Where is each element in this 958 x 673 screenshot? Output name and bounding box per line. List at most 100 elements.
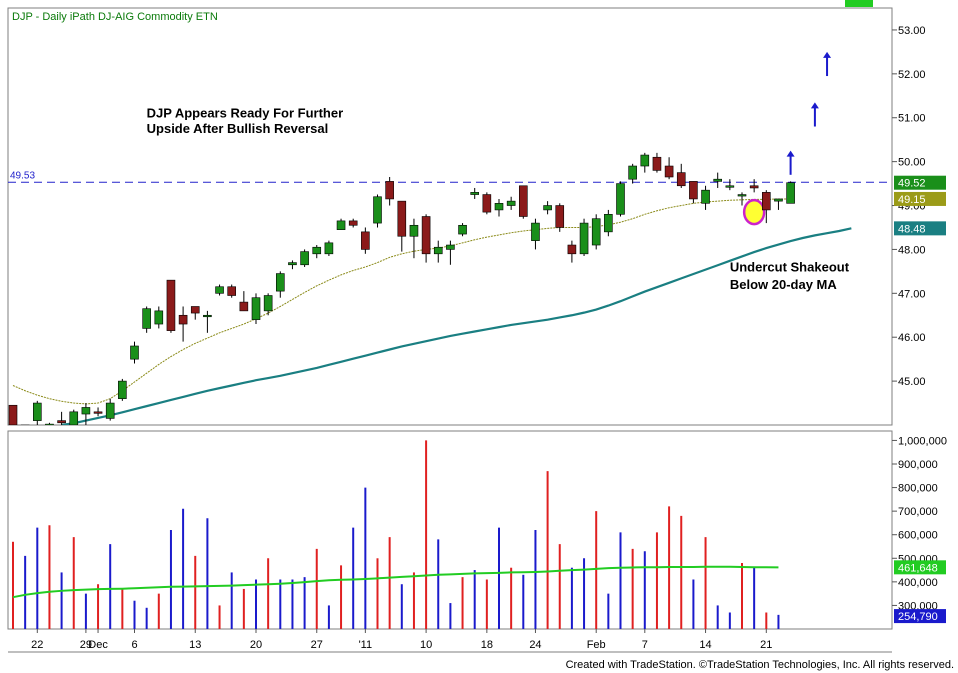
- candle-body: [579, 222, 589, 255]
- candle-body: [45, 423, 54, 425]
- x-tick-label: 20: [250, 639, 262, 651]
- x-tick-label: Dec: [88, 639, 108, 651]
- candle-body: [166, 279, 176, 331]
- candle-body: [409, 224, 419, 237]
- volume-badge-label: 254,790: [898, 611, 938, 623]
- chart-title: DJP - Daily iPath DJ-AIG Commodity ETN: [12, 11, 218, 23]
- candle-body: [275, 273, 285, 292]
- candle-body: [130, 345, 139, 360]
- status-indicator: [845, 0, 873, 7]
- candle-body: [118, 380, 127, 399]
- candle-body: [190, 306, 200, 314]
- price-tick-label: 46.00: [898, 332, 926, 344]
- candle-body: [142, 308, 151, 329]
- price-tick-label: 53.00: [898, 25, 926, 37]
- highlight-circle: [742, 198, 766, 226]
- annotation-text: Undercut Shakeout: [730, 259, 850, 274]
- candle-body: [749, 185, 759, 189]
- candle-body: [32, 402, 42, 421]
- candle-body: [482, 194, 492, 213]
- candle-body: [81, 407, 91, 415]
- annotation-text: Below 20-day MA: [730, 277, 838, 292]
- candle-body: [178, 314, 188, 325]
- candle-body: [251, 297, 261, 320]
- candle-body: [300, 251, 309, 266]
- candle-body: [640, 154, 650, 167]
- candle-body: [397, 200, 407, 237]
- candle-body: [616, 183, 625, 215]
- candle-body: [433, 246, 443, 255]
- price-badge-label: 49.52: [898, 178, 926, 190]
- up-arrow-head: [786, 150, 795, 157]
- x-tick-label: 18: [481, 639, 493, 651]
- candle-body: [664, 165, 674, 178]
- candle-body: [446, 244, 455, 250]
- candle-body: [506, 200, 516, 206]
- candle-body: [215, 286, 224, 294]
- price-tick-label: 45.00: [898, 376, 926, 388]
- price-badge: [894, 191, 946, 206]
- x-tick-label: 21: [760, 639, 772, 651]
- candle-body: [57, 420, 66, 424]
- candle-body: [494, 203, 504, 211]
- ma50-line: [61, 227, 852, 425]
- price-badge: [894, 175, 946, 190]
- volume-tick-label: 700,000: [898, 506, 938, 518]
- up-arrow-head: [810, 102, 819, 109]
- price-tick-label: 51.00: [898, 113, 926, 125]
- candle-body: [227, 286, 236, 296]
- x-tick-label: 22: [31, 639, 43, 651]
- x-tick-label: 6: [131, 639, 137, 651]
- price-tick-label: 48.00: [898, 244, 926, 256]
- candle-body: [555, 205, 565, 228]
- up-arrow-head: [823, 51, 832, 58]
- candle-body: [373, 196, 382, 224]
- price-tick-label: 52.00: [898, 69, 926, 81]
- candle-body: [105, 402, 115, 419]
- candle-body: [786, 182, 795, 204]
- footer-credit: Created with TradeStation. ©TradeStation…: [565, 659, 954, 671]
- x-tick-label: 29: [80, 639, 92, 651]
- x-tick-label: 13: [189, 639, 201, 651]
- candle-body: [336, 220, 346, 230]
- candle-body: [531, 222, 540, 241]
- candle-body: [385, 181, 394, 200]
- candle-body: [312, 246, 322, 255]
- volume-badge: [894, 609, 946, 624]
- price-tick-label: 47.00: [898, 288, 926, 300]
- candle-body: [69, 411, 79, 425]
- candle-body: [701, 189, 710, 204]
- price-badge-label: 48.48: [898, 223, 926, 235]
- candle-body: [689, 181, 698, 200]
- candle-body: [628, 165, 637, 180]
- candle-body: [713, 178, 723, 182]
- price-series: [8, 152, 852, 425]
- candle-body: [737, 194, 747, 197]
- reference-line-label: 49.53: [10, 170, 35, 181]
- volume-tick-label: 400,000: [898, 577, 938, 589]
- candle-body: [154, 310, 164, 325]
- candle-body: [348, 220, 358, 226]
- x-tick-label: Feb: [587, 639, 606, 651]
- candle-body: [421, 216, 431, 255]
- candle-body: [774, 198, 783, 202]
- candle-body: [470, 192, 480, 195]
- candle-body: [8, 404, 18, 425]
- candle-body: [263, 295, 273, 312]
- volume-tick-label: 1,000,000: [898, 435, 947, 447]
- candle-body: [458, 224, 467, 235]
- price-badge: [894, 221, 946, 236]
- volume-tick-label: 800,000: [898, 483, 938, 495]
- volume-badge: [894, 560, 946, 575]
- candle-body: [239, 301, 249, 312]
- candle-body: [761, 192, 771, 211]
- price-badge-label: 49.15: [898, 194, 926, 206]
- volume-badge-label: 461,648: [898, 562, 938, 574]
- annotation-text: Upside After Bullish Reversal: [147, 121, 329, 136]
- candle-body: [591, 218, 601, 246]
- x-tick-label: 24: [529, 639, 541, 651]
- volume-ma-line: [12, 565, 779, 599]
- candle-body: [567, 244, 577, 255]
- candle-body: [288, 262, 297, 266]
